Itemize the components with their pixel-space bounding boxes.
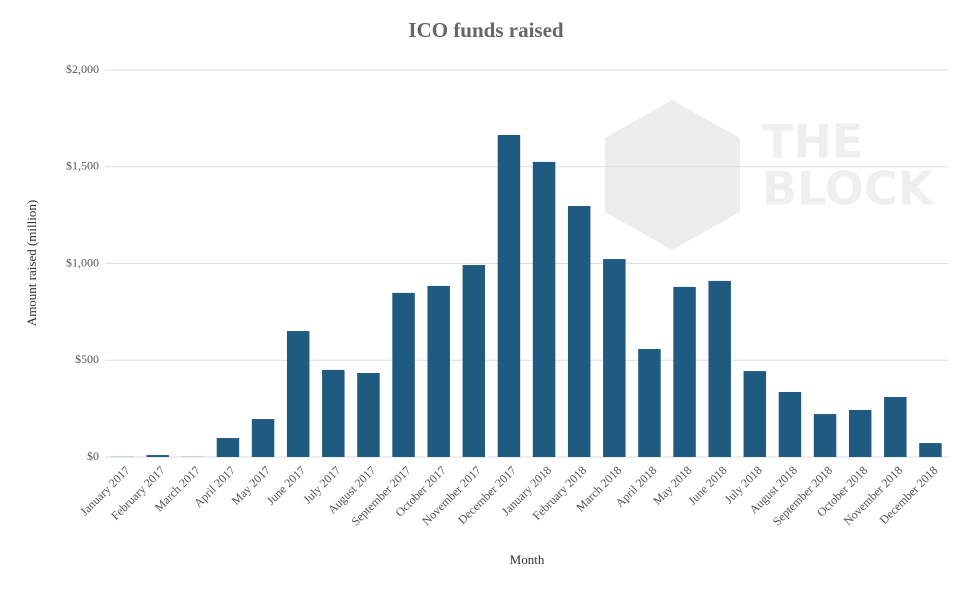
- chart-title: ICO funds raised: [408, 18, 564, 42]
- bar: [884, 397, 907, 457]
- y-tick-label: $1,500: [66, 159, 99, 173]
- bar: [743, 371, 767, 457]
- y-axis-label: Amount raised (million): [24, 200, 39, 326]
- bar: [778, 391, 802, 457]
- bar: [638, 349, 661, 457]
- bar: [357, 373, 380, 457]
- bar: [322, 369, 345, 457]
- y-tick-label: $2,000: [66, 62, 99, 76]
- bar: [708, 280, 731, 457]
- bar: [146, 455, 169, 457]
- bar: [462, 265, 486, 457]
- y-tick-label: $500: [75, 352, 99, 366]
- watermark-logo: [605, 100, 740, 250]
- y-tick-label: $1,000: [66, 255, 99, 269]
- watermark-hexagon: [605, 100, 740, 250]
- y-tick-label: $0: [87, 449, 99, 463]
- watermark-text: THE: [762, 115, 863, 169]
- bar: [286, 331, 310, 457]
- watermark-text: BLOCK: [762, 162, 936, 216]
- bar: [251, 419, 275, 457]
- bar: [919, 443, 942, 457]
- bar: [813, 414, 837, 457]
- bar: [497, 135, 521, 458]
- bar: [603, 259, 626, 457]
- bar: [216, 438, 240, 457]
- x-axis-label: Month: [510, 552, 545, 567]
- bar: [392, 292, 415, 457]
- bar: [567, 206, 591, 457]
- bar: [532, 161, 556, 457]
- bar: [673, 286, 696, 457]
- bar: [427, 285, 450, 457]
- x-tick-label: June 2018: [685, 463, 730, 508]
- bar: [848, 409, 872, 457]
- x-tick-label: June 2017: [264, 463, 309, 508]
